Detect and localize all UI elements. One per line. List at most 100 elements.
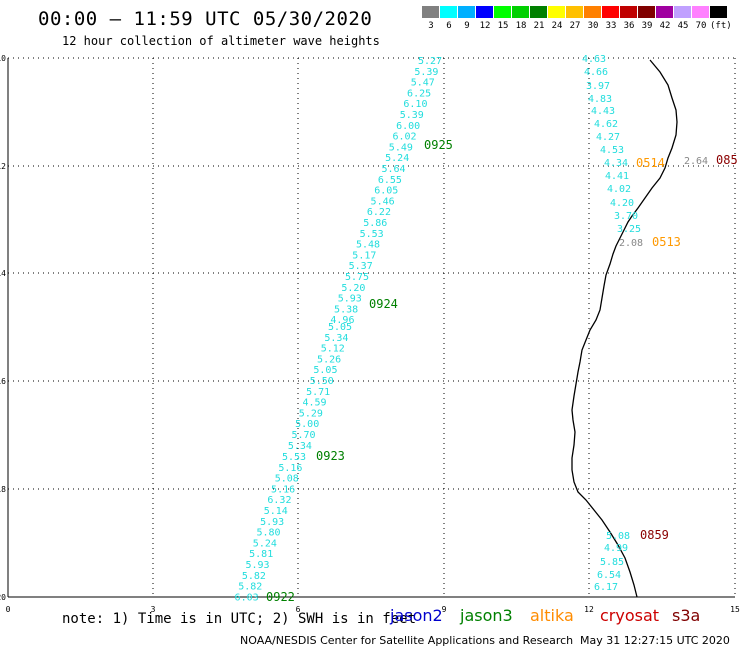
swh-value: 5.82: [242, 571, 266, 582]
swh-value: 5.00: [295, 419, 319, 430]
pass-label-0924: 0924: [369, 297, 398, 311]
swh-value: 5.93: [338, 294, 362, 305]
swh-value: 5.93: [246, 560, 270, 571]
swh-value: 6.03: [235, 592, 259, 603]
y-tick-label: -12: [0, 162, 6, 171]
swh-value: 3.97: [586, 81, 610, 92]
swh-value: 6.22: [367, 207, 391, 218]
pass-label-0922: 0922: [266, 590, 295, 604]
colorbar-swatch: [602, 6, 620, 18]
coastline: [571, 59, 678, 598]
swh-value: 5.24: [253, 538, 277, 549]
swh-value: 6.05: [374, 186, 398, 197]
colorbar-swatch: [584, 6, 602, 18]
swh-value: 5.05: [313, 365, 337, 376]
colorbar-label: 3: [428, 21, 434, 31]
swh-value: 5.80: [256, 528, 280, 539]
swh-value: 4.63: [582, 54, 606, 65]
colorbar-label: 39: [641, 21, 653, 31]
swh-value: 5.37: [349, 261, 373, 272]
swh-value: 2.64: [684, 156, 708, 167]
pass-label-085: 085: [716, 153, 738, 167]
footer-credit: NOAA/NESDIS Center for Satellite Applica…: [240, 634, 574, 647]
swh-value: 4.62: [594, 119, 618, 130]
swh-value: 4.02: [607, 184, 631, 195]
y-tick-label: -14: [0, 269, 6, 278]
swh-value: 6.54: [597, 570, 621, 581]
swh-value: 5.39: [414, 67, 438, 78]
colorbar-swatch: [512, 6, 530, 18]
colorbar-label: 36: [623, 21, 635, 31]
swh-value: 5.16: [271, 484, 295, 495]
colorbar-swatch: [674, 6, 692, 18]
swh-value: 4.53: [600, 145, 624, 156]
legend-note: note: 1) Time is in UTC; 2) SWH is in fe…: [62, 611, 417, 627]
swh-value: 5.48: [356, 240, 380, 251]
colorbar-swatch: [566, 6, 584, 18]
swh-value: 4.59: [302, 398, 326, 409]
x-tick-label: 12: [584, 605, 594, 614]
colorbar-label: 27: [569, 21, 581, 31]
colorbar-labels: 3 6 9 12 15 18 21 24 27 30 33 36 39 42 45 70 (ft): [422, 21, 732, 31]
swh-value: 4.96: [330, 315, 354, 326]
swh-value: 6.00: [396, 121, 420, 132]
colorbar-label: 9: [464, 21, 470, 31]
swh-value: 5.26: [317, 354, 341, 365]
legend-altika: altika: [530, 606, 574, 625]
colorbar-swatch: [656, 6, 674, 18]
colorbar-swatch: [692, 6, 710, 18]
x-tick-label: 9: [442, 605, 447, 614]
swh-value: 2.08: [619, 238, 643, 249]
swh-value: 4.43: [591, 106, 615, 117]
swh-value: 5.20: [341, 283, 365, 294]
swh-value: 6.25: [407, 88, 431, 99]
swh-value: 5.14: [264, 506, 288, 517]
pass-label-0859: 0859: [640, 528, 669, 542]
swh-value: 5.53: [282, 452, 306, 463]
swh-value: 6.17: [594, 582, 618, 593]
colorbar-swatch: [422, 6, 440, 18]
swh-value: 4.27: [596, 132, 620, 143]
page-subtitle: 12 hour collection of altimeter wave hei…: [62, 34, 380, 48]
colorbar-swatch: [476, 6, 494, 18]
footer-timestamp: May 31 12:27:15 UTC 2020: [580, 634, 730, 647]
swh-value: 5.47: [411, 78, 435, 89]
x-tick-label: 3: [151, 605, 156, 614]
colorbar-label: (ft): [710, 21, 732, 31]
swh-value: 5.34: [324, 333, 348, 344]
y-tick-label: -16: [0, 377, 6, 386]
colorbar-label: 18: [515, 21, 527, 31]
swh-value: 4.66: [584, 67, 608, 78]
swh-value: 5.85: [600, 557, 624, 568]
swh-value: 5.34: [288, 441, 312, 452]
swh-value: 5.12: [321, 344, 345, 355]
swh-value: 5.86: [363, 218, 387, 229]
swh-value: 4.99: [604, 543, 628, 554]
colorbar-label: 45: [677, 21, 689, 31]
swh-value: 4.41: [605, 171, 629, 182]
x-tick-label: 15: [730, 605, 740, 614]
swh-value: 5.93: [260, 517, 284, 528]
colorbar-swatch: [710, 6, 728, 18]
swh-value: 5.71: [306, 387, 330, 398]
swh-value: 5.38: [334, 304, 358, 315]
colorbar-swatch: [548, 6, 566, 18]
x-tick-label: 0: [6, 605, 11, 614]
legend-s3a: s3a: [672, 606, 701, 625]
swh-value: 5.81: [249, 549, 273, 560]
colorbar-label: 21: [533, 21, 545, 31]
swh-value: 5.16: [278, 463, 302, 474]
swh-value: 5.29: [299, 408, 323, 419]
swh-value: 4.20: [610, 198, 634, 209]
colorbar: [422, 6, 728, 18]
y-tick-label: -18: [0, 485, 6, 494]
colorbar-swatch: [530, 6, 548, 18]
swh-value: 5.49: [389, 142, 413, 153]
swh-value: 5.75: [345, 272, 369, 283]
pass-label-0923: 0923: [316, 449, 345, 463]
x-tick-label: 6: [296, 605, 301, 614]
colorbar-label: 70: [695, 21, 707, 31]
pass-label-0925: 0925: [424, 138, 453, 152]
legend-jason3: jason3: [460, 606, 513, 625]
swh-value: 4.34: [604, 158, 628, 169]
